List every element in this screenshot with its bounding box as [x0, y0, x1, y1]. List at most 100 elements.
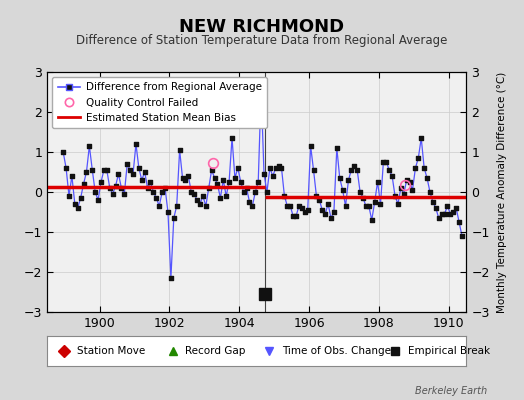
Point — [59, 149, 68, 155]
Point — [365, 203, 373, 209]
Point — [77, 195, 85, 201]
Point — [335, 175, 344, 181]
Point — [79, 181, 88, 187]
Point — [423, 175, 431, 181]
Point — [379, 159, 388, 165]
Point — [432, 205, 440, 211]
Point — [330, 209, 338, 215]
Point — [234, 165, 242, 171]
Point — [149, 189, 158, 195]
Point — [161, 185, 169, 191]
Y-axis label: Monthly Temperature Anomaly Difference (°C): Monthly Temperature Anomaly Difference (… — [497, 71, 507, 313]
Point — [374, 179, 382, 185]
Point — [239, 189, 248, 195]
Text: Empirical Break: Empirical Break — [408, 346, 490, 356]
Point — [367, 217, 376, 223]
Point — [91, 189, 100, 195]
Point — [420, 165, 428, 171]
Point — [347, 167, 356, 173]
Point — [129, 171, 137, 177]
Point — [71, 201, 79, 207]
Point — [65, 193, 73, 199]
Point — [126, 167, 134, 173]
Point — [155, 203, 163, 209]
Point — [225, 179, 233, 185]
Point — [269, 173, 277, 179]
Point — [449, 209, 457, 215]
Point — [402, 177, 411, 183]
Point — [184, 173, 192, 179]
Point — [94, 197, 102, 203]
Point — [406, 179, 414, 185]
Point — [426, 189, 434, 195]
Point — [123, 161, 132, 167]
Point — [271, 165, 280, 171]
Point — [458, 233, 466, 239]
Point — [199, 193, 207, 199]
Point — [301, 209, 309, 215]
Point — [341, 203, 350, 209]
Point — [210, 175, 219, 181]
Point — [176, 147, 184, 153]
Point — [219, 177, 227, 183]
Point — [178, 175, 187, 181]
Point — [68, 173, 76, 179]
Point — [295, 203, 303, 209]
Point — [251, 189, 259, 195]
Point — [376, 201, 385, 207]
Point — [362, 203, 370, 209]
Point — [187, 189, 195, 195]
Point — [140, 169, 149, 175]
Point — [120, 191, 128, 197]
Text: NEW RICHMOND: NEW RICHMOND — [179, 18, 345, 36]
Point — [257, 87, 265, 93]
Point — [263, 189, 271, 195]
Point — [324, 201, 332, 207]
Point — [260, 171, 268, 177]
Point — [144, 185, 152, 191]
Point — [170, 215, 178, 221]
Point — [333, 145, 341, 151]
Point — [339, 187, 347, 193]
Point — [196, 201, 204, 207]
Point — [298, 205, 306, 211]
Point — [114, 171, 123, 177]
Point — [382, 159, 390, 165]
Point — [117, 185, 126, 191]
Point — [312, 193, 321, 199]
Point — [289, 213, 297, 219]
Point — [370, 199, 379, 205]
Point — [440, 211, 449, 217]
Point — [213, 181, 222, 187]
Point — [286, 203, 294, 209]
Point — [222, 193, 231, 199]
Point — [158, 189, 166, 195]
Point — [146, 179, 155, 185]
Point — [411, 165, 420, 171]
Point — [208, 167, 216, 173]
Point — [254, 179, 263, 185]
Point — [216, 195, 225, 201]
Point — [353, 167, 362, 173]
Point — [280, 193, 289, 199]
Point — [443, 203, 452, 209]
Point — [228, 135, 236, 141]
Text: Difference of Station Temperature Data from Regional Average: Difference of Station Temperature Data f… — [77, 34, 447, 47]
Point — [132, 141, 140, 147]
Point — [193, 197, 201, 203]
Point — [321, 211, 330, 217]
Point — [318, 207, 326, 213]
Text: Time of Obs. Change: Time of Obs. Change — [282, 346, 391, 356]
Text: Record Gap: Record Gap — [185, 346, 246, 356]
Point — [85, 143, 94, 149]
Point — [100, 167, 108, 173]
Point — [138, 177, 146, 183]
Point — [275, 163, 283, 169]
Point — [62, 165, 70, 171]
Point — [429, 199, 437, 205]
Point — [303, 207, 312, 213]
Point — [446, 211, 454, 217]
Point — [204, 185, 213, 191]
Point — [181, 177, 190, 183]
Point — [152, 195, 160, 201]
